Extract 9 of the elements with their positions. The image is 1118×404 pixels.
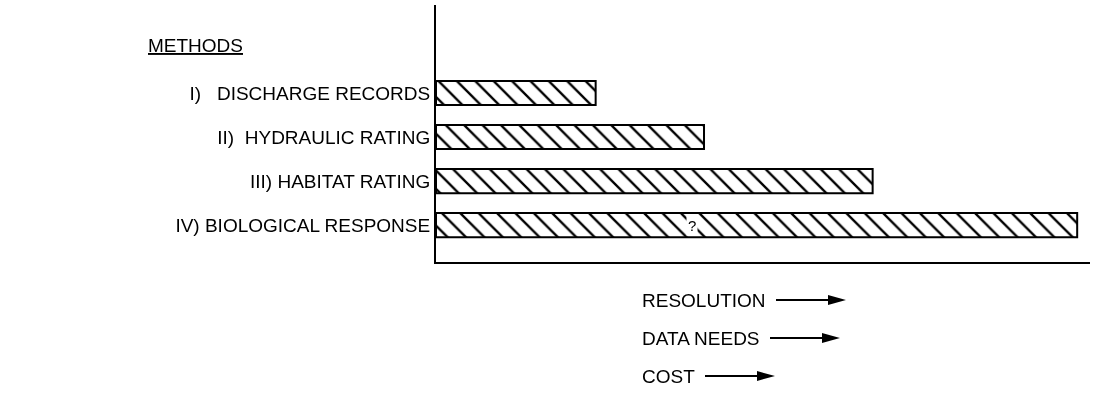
y-tick-label: I) DISCHARGE RECORDS bbox=[189, 82, 431, 104]
y-tick-label: III) HABITAT RATING bbox=[250, 170, 431, 192]
annotation: ? bbox=[688, 217, 697, 234]
y-tick-label: II) HYDRAULIC RATING bbox=[217, 126, 431, 148]
text: DATA NEEDS bbox=[642, 328, 760, 349]
y-axis-title: METHODS bbox=[148, 35, 243, 56]
text: COST bbox=[642, 366, 696, 387]
text: RESOLUTION bbox=[642, 290, 766, 311]
y-tick-label: IV) BIOLOGICAL RESPONSE bbox=[175, 214, 431, 236]
